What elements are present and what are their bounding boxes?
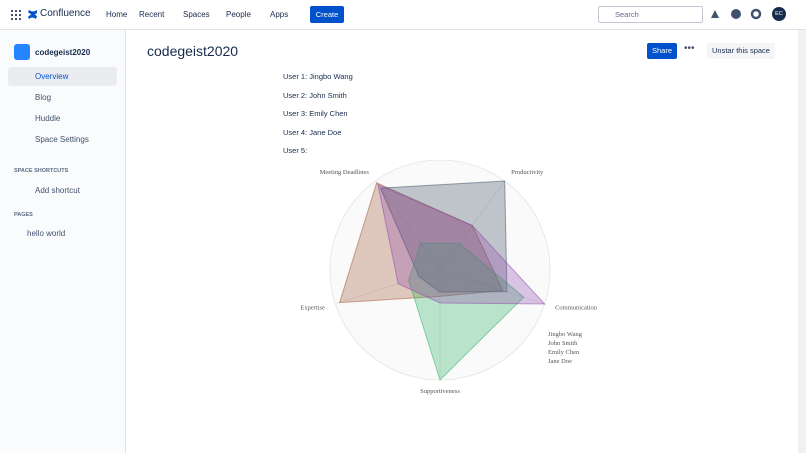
legend-entry: John Smith	[548, 340, 578, 347]
search-placeholder: Search	[615, 10, 639, 19]
axis-label: Expertise	[300, 304, 325, 311]
nav-link[interactable]: Space Settings	[35, 135, 89, 144]
user-line: User 4: Jane Doe	[283, 128, 342, 137]
radar-chart: Meeting Deadlines Productivity Communicati…	[300, 160, 598, 395]
nav-item[interactable]: People	[226, 10, 251, 19]
add-shortcut[interactable]: Add shortcut	[35, 186, 80, 195]
user-line: User 5:	[283, 146, 308, 155]
sidebar: codegeist2020 Overview Blog Huddle Space…	[0, 30, 126, 453]
user-line: User 1: Jingbo Wang	[283, 72, 353, 81]
axis-spoke	[439, 269, 545, 305]
header-icons[interactable]	[709, 8, 769, 22]
page-link[interactable]: hello world	[27, 229, 66, 238]
selected-bg	[8, 67, 117, 86]
section-heading: SPACE SHORTCUTS	[14, 168, 69, 174]
axis-label: Meeting Deadlines	[320, 169, 370, 176]
legend-entry: Emily Chen	[548, 349, 580, 356]
nav-link[interactable]: Overview	[35, 72, 69, 81]
logo[interactable]: Confluence	[40, 8, 91, 19]
scrollbar	[798, 30, 806, 453]
nav-item[interactable]: Home	[106, 10, 128, 19]
top-bar: Confluence Home Recent Spaces People App…	[0, 0, 806, 30]
more-button[interactable]: •••	[684, 43, 695, 54]
legend-entry: Jane Doe	[548, 358, 572, 365]
unstar-button[interactable]: Unstar this space	[707, 43, 775, 59]
axis-spoke	[335, 269, 441, 305]
legend-entry: Jingbo Wang	[548, 331, 583, 338]
axis-spoke	[375, 180, 441, 271]
nav-item[interactable]: Spaces	[183, 10, 210, 19]
nav-item[interactable]: Apps	[270, 10, 289, 19]
section-heading: PAGES	[14, 212, 33, 218]
axis-label: Supportiveness	[420, 388, 460, 395]
create-button[interactable]: Create	[310, 6, 344, 23]
nav-item[interactable]: Recent	[139, 10, 165, 19]
user-line: User 2: John Smith	[283, 91, 347, 100]
avatar[interactable]: EC	[772, 7, 786, 21]
axis-label: Productivity	[511, 169, 544, 176]
space-icon	[14, 44, 30, 60]
series-area	[379, 180, 508, 293]
search-box[interactable]: Search	[598, 6, 703, 23]
share-button[interactable]: Share	[647, 43, 677, 59]
nav-link[interactable]: Huddle	[35, 114, 61, 123]
axis-label: Communication	[555, 304, 598, 311]
space-name[interactable]: codegeist2020	[35, 48, 91, 57]
series-area	[408, 242, 525, 381]
app-switcher[interactable]	[11, 10, 21, 20]
series-area	[377, 183, 546, 305]
page-title: codegeist2020	[147, 43, 239, 59]
nav-link[interactable]: Blog	[35, 93, 52, 102]
logo-icon	[28, 10, 37, 19]
user-line: User 3: Emily Chen	[283, 109, 348, 118]
